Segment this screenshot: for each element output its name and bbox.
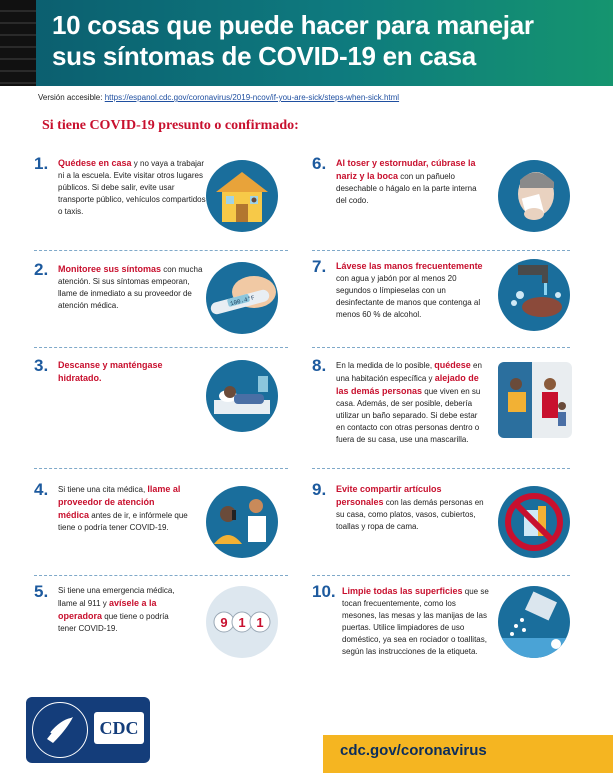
- spray-cleaning-icon: [498, 586, 570, 658]
- header-stripe: [0, 0, 36, 86]
- thermometer-icon: 100.4°F: [206, 262, 278, 334]
- header-banner: [0, 0, 613, 86]
- handwashing-icon: [498, 259, 570, 331]
- divider: [34, 575, 288, 576]
- list-item-3: 3. Descanse y manténgase hidratado.: [34, 356, 306, 444]
- 911-icon: 9 1 1: [206, 586, 278, 658]
- divider: [312, 347, 570, 348]
- list-item-7: 7. Lávese las manos frecuentemente con a…: [312, 257, 584, 347]
- divider: [34, 250, 288, 251]
- divider: [312, 468, 570, 469]
- list-item-5: 5. Si tiene una emergencia médica, llame…: [34, 582, 306, 672]
- digit-1: 1: [256, 615, 263, 630]
- divider: [312, 250, 570, 251]
- list-item-10: 10. Limpie todas las superficies que se …: [312, 582, 584, 682]
- footer-bar: [323, 735, 613, 773]
- page-title: 10 cosas que puede hacer para manejar su…: [52, 10, 534, 71]
- no-sharing-icon: [498, 486, 570, 558]
- accessible-version: Versión accesible: https://espanol.cdc.g…: [38, 93, 400, 102]
- sneeze-icon: [498, 160, 570, 232]
- digit-9: 9: [220, 615, 227, 630]
- list-item-4: 4. Si tiene una cita médica, llame al pr…: [34, 480, 306, 572]
- house-icon: [206, 160, 278, 232]
- list-item-1: 1. Quédese en casa y no vaya a trabajar …: [34, 154, 306, 244]
- divider: [34, 468, 288, 469]
- accessible-version-link[interactable]: https://espanol.cdc.gov/coronavirus/2019…: [104, 93, 400, 102]
- cdc-logo: CDC: [94, 712, 144, 744]
- resting-person-icon: [206, 360, 278, 432]
- subheading: Si tiene COVID-19 presunto o confirmado:: [42, 118, 299, 133]
- list-item-9: 9. Evite compartir artículos personales …: [312, 480, 584, 572]
- list-item-2: 2. Monitoree sus síntomas con mucha aten…: [34, 260, 306, 348]
- phone-call-icon: [206, 486, 278, 558]
- digit-1: 1: [238, 615, 245, 630]
- footer-url-link[interactable]: cdc.gov/coronavirus: [340, 742, 487, 759]
- divider: [312, 575, 570, 576]
- list-item-8: 8. En la medida de lo posible, quédese e…: [312, 356, 584, 466]
- isolation-icon: [498, 362, 572, 438]
- hhs-seal-icon: [32, 702, 88, 758]
- divider: [34, 347, 288, 348]
- list-item-6: 6. Al toser y estornudar, cúbrase la nar…: [312, 154, 584, 244]
